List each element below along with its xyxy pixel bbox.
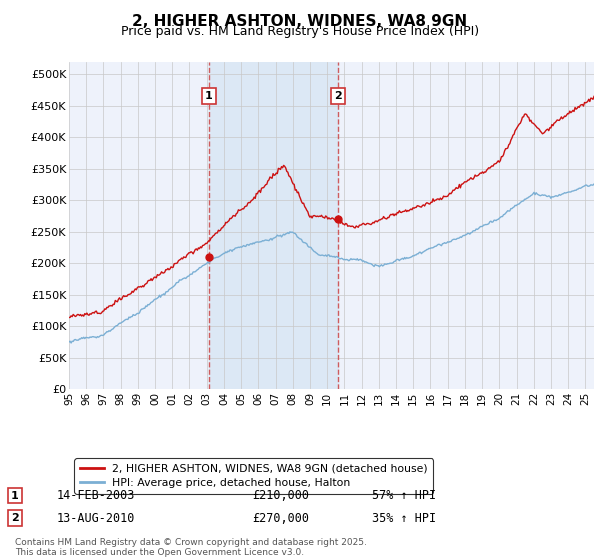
Text: £270,000: £270,000	[252, 511, 309, 525]
Text: 2: 2	[334, 91, 342, 101]
Text: 1: 1	[205, 91, 212, 101]
Text: 2, HIGHER ASHTON, WIDNES, WA8 9GN: 2, HIGHER ASHTON, WIDNES, WA8 9GN	[133, 14, 467, 29]
Text: 35% ↑ HPI: 35% ↑ HPI	[372, 511, 436, 525]
Legend: 2, HIGHER ASHTON, WIDNES, WA8 9GN (detached house), HPI: Average price, detached: 2, HIGHER ASHTON, WIDNES, WA8 9GN (detac…	[74, 459, 433, 494]
Text: 2: 2	[11, 513, 19, 523]
Text: £210,000: £210,000	[252, 489, 309, 502]
Text: Price paid vs. HM Land Registry's House Price Index (HPI): Price paid vs. HM Land Registry's House …	[121, 25, 479, 38]
Text: 13-AUG-2010: 13-AUG-2010	[57, 511, 136, 525]
Text: 14-FEB-2003: 14-FEB-2003	[57, 489, 136, 502]
Text: 1: 1	[11, 491, 19, 501]
Text: Contains HM Land Registry data © Crown copyright and database right 2025.
This d: Contains HM Land Registry data © Crown c…	[15, 538, 367, 557]
Text: 57% ↑ HPI: 57% ↑ HPI	[372, 489, 436, 502]
Bar	[209, 62, 338, 389]
